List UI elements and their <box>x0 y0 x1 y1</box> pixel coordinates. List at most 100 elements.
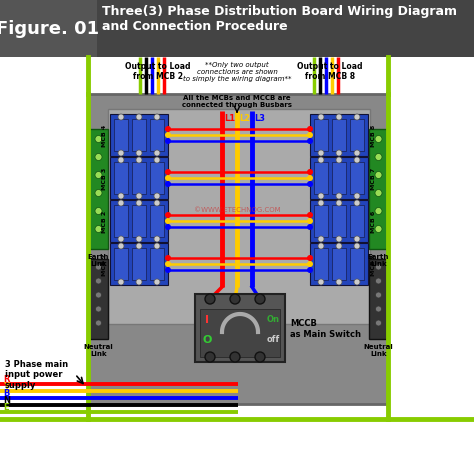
Bar <box>88 95 388 404</box>
Text: ©WWW.ETECHNOG.COM: ©WWW.ETECHNOG.COM <box>194 207 280 213</box>
Text: O: O <box>202 334 212 344</box>
Circle shape <box>375 320 382 326</box>
Bar <box>332 162 346 195</box>
Circle shape <box>118 157 124 164</box>
Text: N: N <box>3 395 10 404</box>
Text: MCB 5: MCB 5 <box>371 253 376 275</box>
Circle shape <box>375 306 382 312</box>
Circle shape <box>165 182 171 188</box>
Circle shape <box>136 157 142 164</box>
Circle shape <box>165 268 171 274</box>
Circle shape <box>375 172 382 179</box>
Circle shape <box>375 154 382 161</box>
Circle shape <box>118 243 124 249</box>
Bar <box>150 248 164 280</box>
Circle shape <box>118 201 124 207</box>
Bar <box>310 243 368 285</box>
Circle shape <box>118 236 124 242</box>
Circle shape <box>307 262 313 268</box>
Circle shape <box>375 226 382 233</box>
Circle shape <box>95 208 102 215</box>
Circle shape <box>95 136 102 143</box>
Bar <box>195 294 285 362</box>
Circle shape <box>307 224 313 230</box>
Text: Output to Load
from MCB 2: Output to Load from MCB 2 <box>125 62 191 81</box>
Circle shape <box>165 170 171 176</box>
Circle shape <box>118 115 124 121</box>
Bar <box>0 0 97 58</box>
Circle shape <box>95 279 101 285</box>
Text: 3 Phase main
input power
supply: 3 Phase main input power supply <box>5 359 68 389</box>
Circle shape <box>255 352 265 362</box>
Circle shape <box>375 136 382 143</box>
Circle shape <box>354 201 360 207</box>
Bar <box>150 206 164 237</box>
Circle shape <box>165 127 171 133</box>
Circle shape <box>375 208 382 215</box>
Circle shape <box>95 320 101 326</box>
Circle shape <box>307 139 313 145</box>
Text: B: B <box>3 388 9 397</box>
Bar <box>114 248 128 280</box>
Circle shape <box>136 280 142 285</box>
Text: MCB 1: MCB 1 <box>102 253 107 275</box>
Circle shape <box>336 115 342 121</box>
Bar <box>114 206 128 237</box>
Circle shape <box>136 236 142 242</box>
Text: MCCB
as Main Switch: MCCB as Main Switch <box>290 319 361 338</box>
Bar <box>314 162 328 195</box>
Circle shape <box>318 194 324 200</box>
Circle shape <box>136 194 142 200</box>
Circle shape <box>165 224 171 230</box>
Circle shape <box>165 218 171 224</box>
Bar <box>110 115 168 157</box>
Text: E: E <box>3 402 9 411</box>
Text: MCB 3: MCB 3 <box>102 168 107 190</box>
Circle shape <box>205 294 215 304</box>
Text: Y: Y <box>3 381 9 390</box>
Text: Neutral
Link: Neutral Link <box>364 343 393 356</box>
Circle shape <box>165 133 171 139</box>
Circle shape <box>154 194 160 200</box>
Bar <box>132 162 146 195</box>
Circle shape <box>307 182 313 188</box>
Circle shape <box>154 115 160 121</box>
Circle shape <box>336 194 342 200</box>
Circle shape <box>165 213 171 218</box>
Circle shape <box>307 170 313 176</box>
Circle shape <box>307 268 313 274</box>
Circle shape <box>95 172 102 179</box>
Bar <box>0 0 474 58</box>
Circle shape <box>230 352 240 362</box>
Bar <box>132 206 146 237</box>
Circle shape <box>95 226 102 233</box>
Circle shape <box>154 157 160 164</box>
Text: L1: L1 <box>224 114 235 123</box>
Circle shape <box>136 151 142 157</box>
Bar <box>89 130 108 249</box>
Circle shape <box>165 176 171 182</box>
Bar <box>89 259 108 339</box>
Text: Three(3) Phase Distribution Board Wiring Diagram
and Connection Procedure: Three(3) Phase Distribution Board Wiring… <box>102 5 457 33</box>
Circle shape <box>318 280 324 285</box>
Text: R: R <box>3 374 9 383</box>
Bar <box>314 248 328 280</box>
Text: L3: L3 <box>254 114 265 123</box>
Circle shape <box>95 190 102 197</box>
Bar <box>314 120 328 151</box>
Bar <box>110 157 168 200</box>
Circle shape <box>307 176 313 182</box>
Bar <box>150 162 164 195</box>
Text: Earth
Link: Earth Link <box>88 253 109 266</box>
Bar <box>350 162 364 195</box>
Circle shape <box>118 151 124 157</box>
Bar <box>114 120 128 151</box>
Circle shape <box>354 157 360 164</box>
Bar <box>200 309 280 357</box>
Text: off: off <box>266 335 280 344</box>
Bar <box>350 206 364 237</box>
Bar <box>132 120 146 151</box>
Bar <box>110 243 168 285</box>
Circle shape <box>118 280 124 285</box>
Circle shape <box>165 256 171 262</box>
